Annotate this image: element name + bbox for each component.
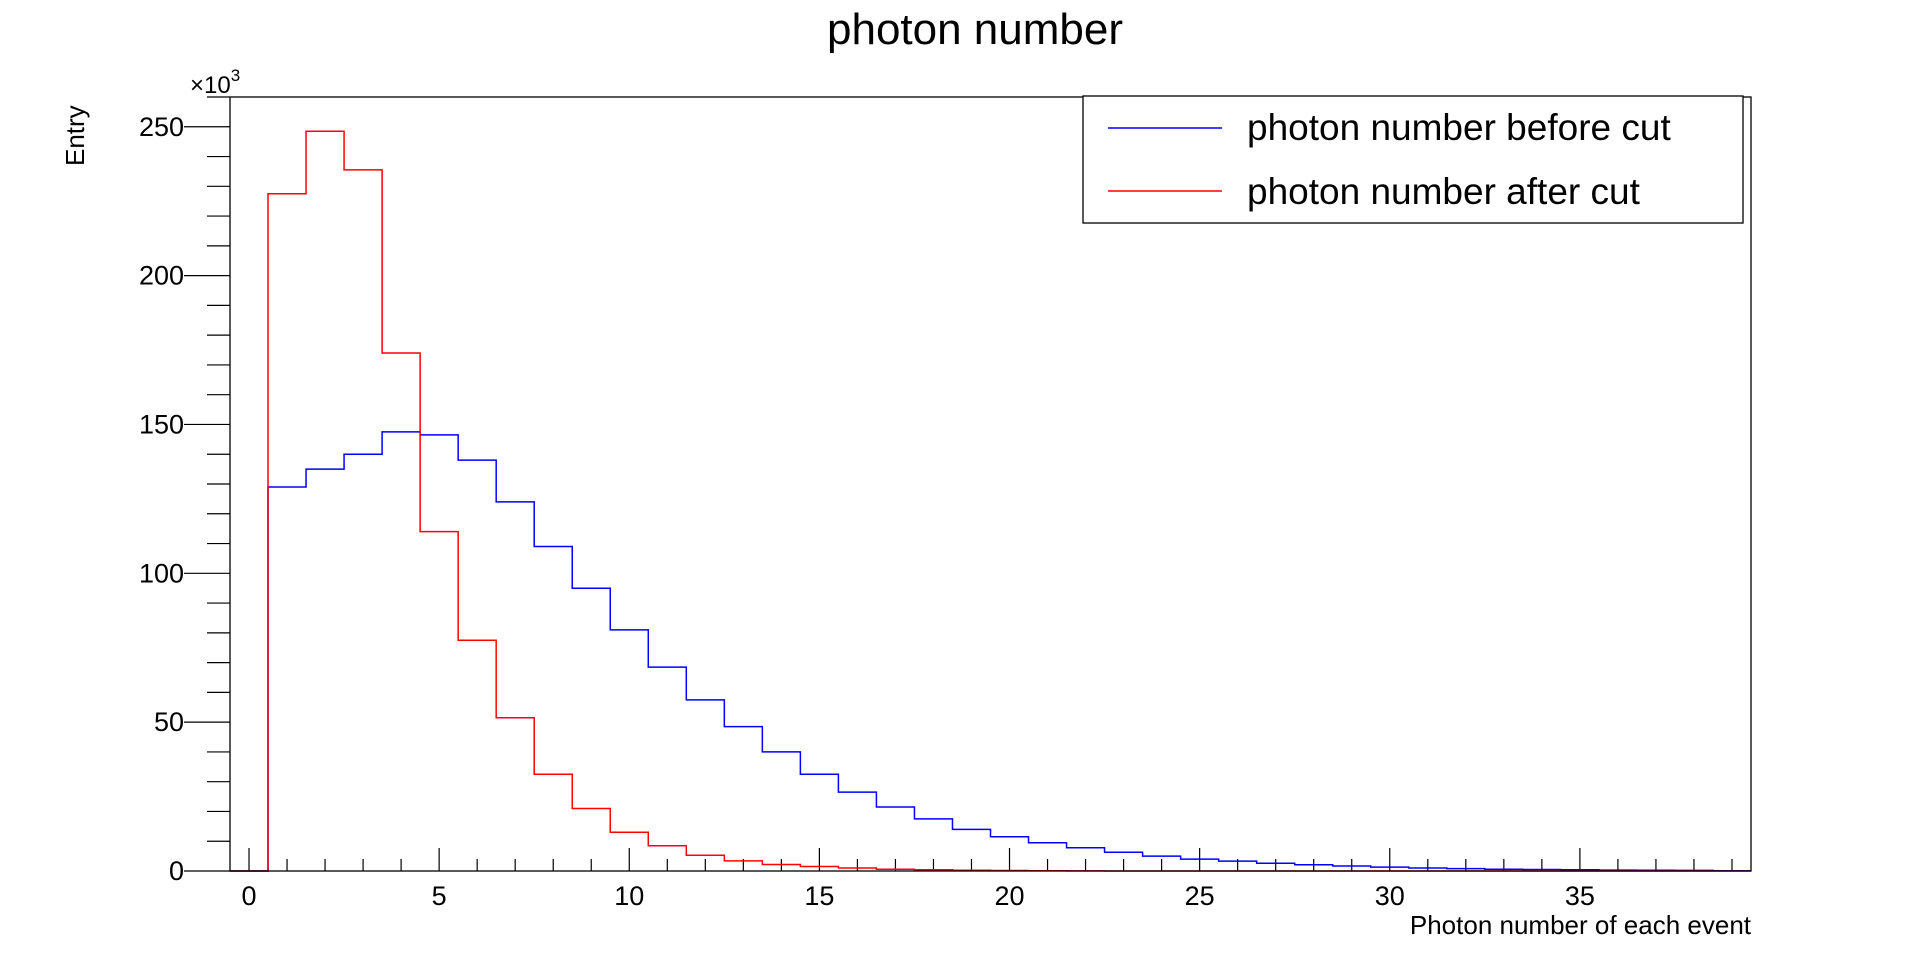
x-tick-label: 15 — [804, 881, 834, 911]
y-axis-label: Entry — [60, 105, 90, 166]
axis-ticks: 0 50 100 150 200 250 0 5 10 15 20 25 30 35 — [139, 96, 1733, 911]
x-tick-label: 5 — [432, 881, 447, 911]
y-tick-label: 150 — [139, 409, 184, 439]
series-after-cut-line — [230, 130, 1751, 872]
x-tick-label: 30 — [1375, 881, 1405, 911]
series-before-cut-line — [230, 431, 1751, 872]
y-tick-label: 250 — [139, 112, 184, 142]
y-axis-multiplier: ×103 — [190, 66, 240, 99]
x-axis-label: Photon number of each event — [1410, 910, 1752, 940]
y-axis-multiplier-exponent: 3 — [231, 66, 240, 85]
legend-box — [1082, 95, 1744, 224]
y-tick-label: 0 — [169, 856, 184, 886]
x-tick-label: 10 — [614, 881, 644, 911]
y-axis-multiplier-base: ×10 — [190, 72, 231, 99]
chart-title: photon number — [827, 5, 1123, 54]
plot-frame — [229, 96, 1752, 872]
y-tick-label: 100 — [139, 558, 184, 588]
y-tick-label: 200 — [139, 261, 184, 291]
histogram-series — [230, 130, 1751, 872]
x-tick-label: 0 — [241, 881, 256, 911]
legend-label-before-cut: photon number before cut — [1247, 107, 1671, 148]
x-tick-label: 20 — [994, 881, 1024, 911]
legend: photon number before cut photon number a… — [1082, 95, 1744, 224]
x-tick-label: 35 — [1565, 881, 1595, 911]
x-tick-label: 25 — [1185, 881, 1215, 911]
legend-label-after-cut: photon number after cut — [1247, 171, 1641, 212]
y-tick-label: 50 — [154, 707, 184, 737]
